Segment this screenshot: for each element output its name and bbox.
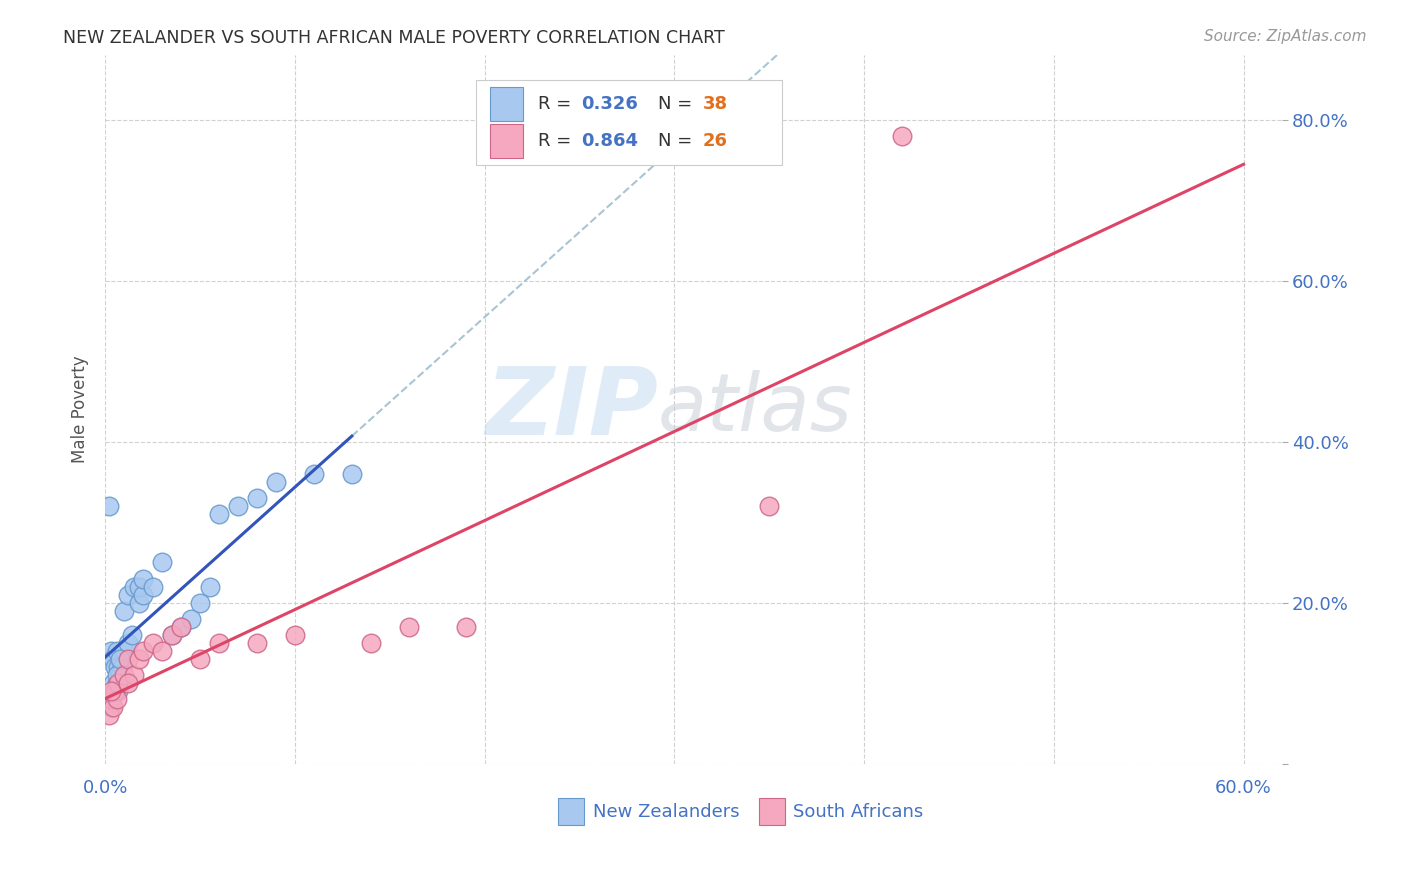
Text: 0.0%: 0.0% — [83, 780, 128, 797]
Point — [100, 692, 122, 706]
Point — [107, 660, 129, 674]
Point — [170, 620, 193, 634]
Point — [132, 588, 155, 602]
Point — [302, 467, 325, 481]
Text: 0.326: 0.326 — [582, 95, 638, 112]
Text: 0.864: 0.864 — [582, 132, 638, 150]
Point — [128, 652, 150, 666]
Point — [100, 644, 122, 658]
Point — [101, 676, 124, 690]
Point — [100, 684, 122, 698]
Bar — [558, 798, 583, 825]
Point — [107, 676, 129, 690]
Point — [122, 668, 145, 682]
Point — [107, 684, 129, 698]
Point — [110, 668, 132, 682]
Point — [758, 499, 780, 513]
Point — [132, 572, 155, 586]
Point — [398, 620, 420, 634]
Text: ZIP: ZIP — [485, 363, 658, 456]
Point — [128, 596, 150, 610]
Bar — [489, 87, 523, 120]
Point — [246, 636, 269, 650]
Point — [360, 636, 382, 650]
Point — [117, 588, 139, 602]
Point — [142, 580, 165, 594]
Point — [117, 636, 139, 650]
Point — [150, 556, 173, 570]
Text: 60.0%: 60.0% — [1215, 780, 1272, 797]
Point — [188, 596, 211, 610]
Point — [100, 700, 122, 714]
Point — [112, 644, 135, 658]
Bar — [489, 124, 523, 158]
Point — [160, 628, 183, 642]
Point — [117, 676, 139, 690]
Point — [104, 660, 127, 674]
Point — [142, 636, 165, 650]
FancyBboxPatch shape — [475, 80, 782, 165]
Point — [105, 668, 128, 682]
Point — [128, 580, 150, 594]
Point — [170, 620, 193, 634]
Point — [226, 499, 249, 513]
Point — [111, 660, 134, 674]
Point — [104, 684, 127, 698]
Point — [208, 507, 231, 521]
Point — [132, 644, 155, 658]
Point — [112, 604, 135, 618]
Text: South Africans: South Africans — [793, 803, 924, 821]
Point — [105, 692, 128, 706]
Point — [454, 620, 477, 634]
Text: New Zealanders: New Zealanders — [593, 803, 740, 821]
Point — [101, 652, 124, 666]
Point — [101, 700, 124, 714]
Point — [264, 475, 287, 489]
Point — [160, 628, 183, 642]
Point — [110, 652, 132, 666]
Text: 26: 26 — [703, 132, 728, 150]
Y-axis label: Male Poverty: Male Poverty — [72, 356, 89, 463]
Point — [117, 652, 139, 666]
Text: atlas: atlas — [658, 370, 853, 449]
Point — [105, 644, 128, 658]
Point — [105, 676, 128, 690]
Text: Source: ZipAtlas.com: Source: ZipAtlas.com — [1204, 29, 1367, 44]
Point — [340, 467, 363, 481]
Point — [891, 128, 914, 143]
Bar — [759, 798, 785, 825]
Text: R =: R = — [538, 95, 576, 112]
Point — [98, 708, 121, 723]
Point — [198, 580, 221, 594]
Point — [284, 628, 307, 642]
Point — [121, 628, 143, 642]
Point — [98, 499, 121, 513]
Point — [104, 684, 127, 698]
Point — [180, 612, 202, 626]
Point — [122, 580, 145, 594]
Text: N =: N = — [658, 95, 699, 112]
Text: R =: R = — [538, 132, 576, 150]
Text: 38: 38 — [703, 95, 728, 112]
Point — [112, 668, 135, 682]
Text: N =: N = — [658, 132, 699, 150]
Text: NEW ZEALANDER VS SOUTH AFRICAN MALE POVERTY CORRELATION CHART: NEW ZEALANDER VS SOUTH AFRICAN MALE POVE… — [63, 29, 725, 46]
Point — [208, 636, 231, 650]
Point — [150, 644, 173, 658]
Point — [188, 652, 211, 666]
Point — [246, 491, 269, 505]
